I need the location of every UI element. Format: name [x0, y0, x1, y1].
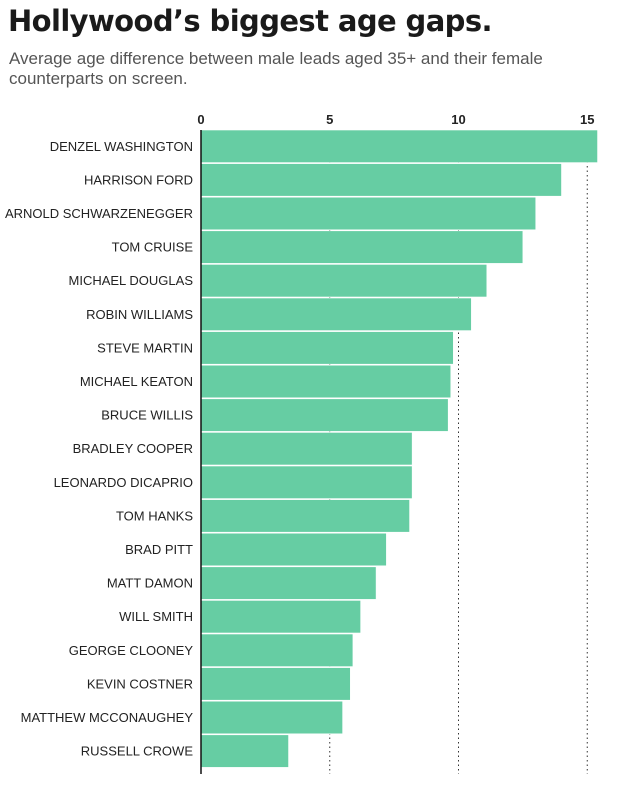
chart-subtitle: Average age difference between male lead…: [9, 49, 543, 88]
bar: [200, 600, 361, 634]
bar: [200, 499, 410, 533]
bars: [200, 129, 598, 768]
category-labels: DENZEL WASHINGTON HARRISON FORD ARNOLD SCH…: [5, 139, 193, 759]
category-label: BRAD PITT: [125, 542, 193, 557]
category-label: MICHAEL KEATON: [80, 374, 193, 389]
x-tick-label: 10: [451, 112, 465, 127]
category-label: MATTHEW MCCONAUGHEY: [21, 710, 194, 725]
category-label: TOM HANKS: [116, 508, 193, 523]
bar: [200, 230, 524, 264]
category-label: BRADLEY COOPER: [73, 441, 193, 456]
bar: [200, 734, 289, 768]
bar: [200, 297, 472, 331]
category-label: KEVIN COSTNER: [87, 676, 193, 691]
bar: [200, 398, 449, 432]
category-label: GEORGE CLOONEY: [69, 643, 194, 658]
chart-title: Hollywood’s biggest age gaps.: [8, 4, 493, 38]
bar: [200, 432, 413, 466]
bar: [200, 331, 454, 365]
category-label: STEVE MARTIN: [97, 340, 193, 355]
bar: [200, 633, 354, 667]
bar: [200, 532, 387, 567]
bar: [200, 667, 351, 701]
category-label: LEONARDO DICAPRIO: [54, 475, 193, 490]
bar: [200, 196, 537, 231]
category-label: TOM CRUISE: [112, 240, 194, 255]
bar: [200, 163, 562, 197]
category-label: MICHAEL DOUGLAS: [69, 273, 194, 288]
x-tick-label: 5: [326, 112, 333, 127]
category-label: HARRISON FORD: [84, 172, 193, 187]
x-tick-label: 15: [580, 112, 594, 127]
bar: [200, 465, 413, 499]
bar: [200, 364, 452, 399]
category-label: MATT DAMON: [107, 576, 193, 591]
bar: [200, 264, 488, 298]
category-label: ROBIN WILLIAMS: [86, 307, 193, 322]
x-tick-label: 0: [197, 112, 204, 127]
bar: [200, 700, 343, 735]
category-label: BRUCE WILLIS: [101, 408, 193, 423]
category-label: DENZEL WASHINGTON: [50, 139, 193, 154]
x-axis-ticks: 0 5 10 15: [197, 112, 594, 127]
bar: [200, 566, 377, 600]
category-label: RUSSELL CROWE: [81, 744, 194, 759]
category-label: ARNOLD SCHWARZENEGGER: [5, 206, 193, 221]
category-label: WILL SMITH: [119, 609, 193, 624]
bar: [200, 129, 598, 163]
